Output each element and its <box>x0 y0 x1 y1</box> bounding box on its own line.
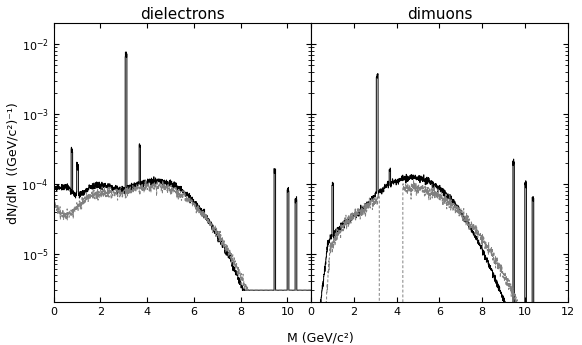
Text: M (GeV/c²): M (GeV/c²) <box>287 332 353 345</box>
Title: dimuons: dimuons <box>407 7 472 22</box>
Y-axis label: dN/dM  ((GeV/c²)⁻¹): dN/dM ((GeV/c²)⁻¹) <box>7 102 20 224</box>
Title: dielectrons: dielectrons <box>140 7 225 22</box>
